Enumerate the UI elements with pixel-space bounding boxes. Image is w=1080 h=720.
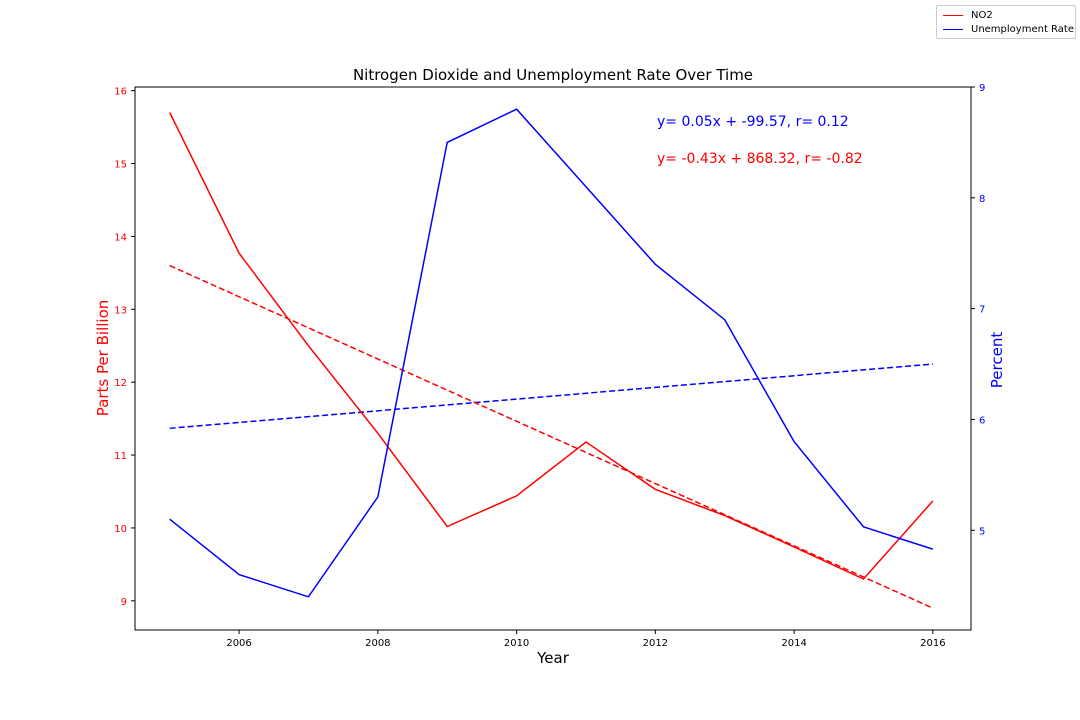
x-tick-label: 2010 [504, 638, 529, 649]
chart-title: Nitrogen Dioxide and Unemployment Rate O… [353, 66, 753, 84]
trendline-no2 [169, 264, 934, 609]
y-left-tick-label: 16 [114, 87, 127, 98]
y-left-tick-label: 15 [114, 160, 127, 171]
legend: NO2 Unemployment Rate [936, 5, 1076, 39]
series-line-no2 [169, 112, 934, 580]
plot-area [134, 86, 972, 631]
x-tick-label: 2016 [920, 638, 945, 649]
y-left-tick-label: 12 [114, 378, 127, 389]
y-right-tick-label: 5 [979, 526, 985, 537]
y-right-tick-label: 8 [979, 194, 985, 205]
y-right-tick-label: 6 [979, 415, 985, 426]
y-left-tick-label: 11 [114, 451, 127, 462]
y-right-tick-label: 7 [979, 305, 985, 316]
y-left-tick-label: 9 [121, 597, 127, 608]
x-tick-label: 2014 [781, 638, 806, 649]
trendline-unemployment [169, 363, 933, 430]
x-tick-label: 2006 [226, 638, 251, 649]
y-left-tick-label: 14 [114, 232, 127, 243]
y-left-tick-label: 10 [114, 524, 127, 535]
y-axis-left-label: Parts Per Billion [94, 300, 112, 417]
chart-marks [169, 108, 934, 609]
x-axis-label: Year [536, 649, 570, 667]
trendline-annotation-unemployment: y= 0.05x + -99.57, r= 0.12 [657, 114, 849, 130]
legend-item-unemployment: Unemployment Rate [943, 23, 1074, 35]
y-axis-right-label: Percent [988, 332, 1006, 389]
legend-item-no2: NO2 [943, 9, 993, 21]
legend-swatch-no2 [943, 14, 963, 16]
legend-label-no2: NO2 [971, 9, 993, 21]
legend-label-unemployment: Unemployment Rate [971, 23, 1074, 35]
y-left-tick-label: 13 [114, 305, 127, 316]
chart-axes: 2006 2008 2010 2012 2014 2016 9 10 11 12 13 14 15 16 5… [114, 83, 985, 649]
x-tick-label: 2012 [643, 638, 668, 649]
x-tick-label: 2008 [365, 638, 390, 649]
series-line-unemployment [169, 108, 934, 598]
y-right-tick-label: 9 [979, 83, 985, 94]
trendline-annotation-no2: y= -0.43x + 868.32, r= -0.82 [657, 151, 863, 167]
legend-swatch-unemployment [943, 28, 963, 30]
